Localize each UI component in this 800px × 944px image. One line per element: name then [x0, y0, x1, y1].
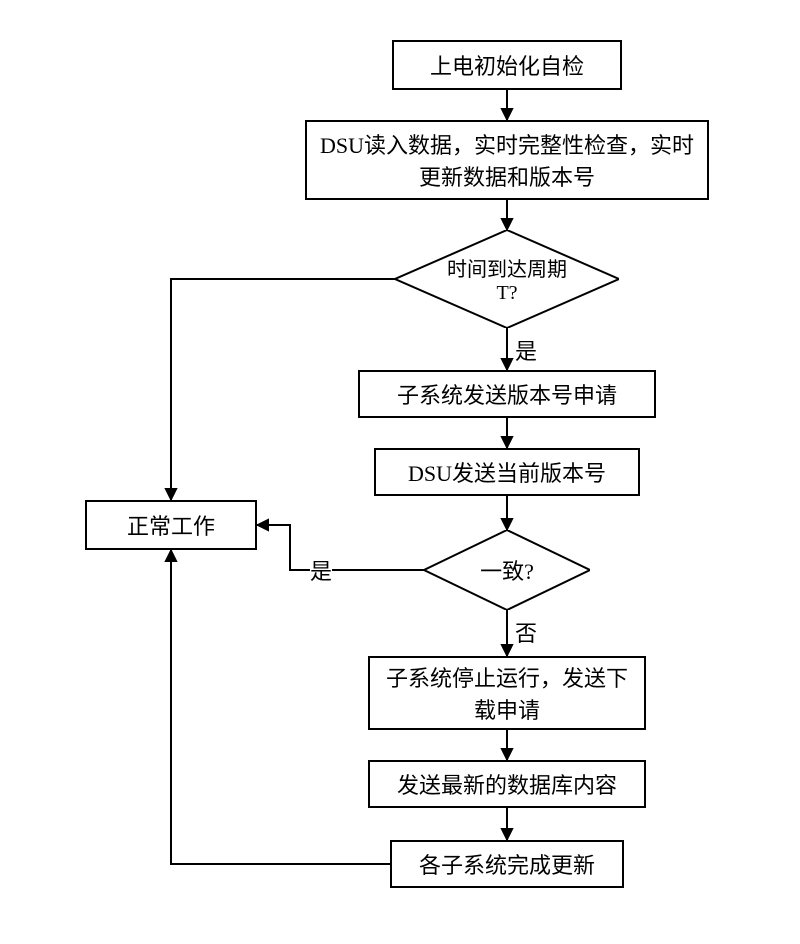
node-consistent-check: 一致? [424, 530, 590, 610]
node-subsystems-updated: 各子系统完成更新 [390, 840, 624, 888]
node-dsu-read: DSU读入数据，实时完整性检查，实时更新数据和版本号 [305, 120, 709, 200]
node-text: DSU发送当前版本号 [408, 456, 606, 488]
node-subsystem-request-version: 子系统发送版本号申请 [358, 370, 656, 418]
edge-label-no: 否 [515, 616, 537, 648]
node-text: 上电初始化自检 [430, 49, 584, 81]
node-text: 子系统停止运行，发送下载申请 [378, 661, 636, 725]
node-text: DSU读入数据，实时完整性检查，实时更新数据和版本号 [315, 128, 699, 192]
node-text: 各子系统完成更新 [419, 848, 595, 880]
node-normal-work: 正常工作 [85, 500, 257, 550]
node-text: 一致? [480, 554, 534, 586]
edge-label-yes-1: 是 [515, 334, 537, 366]
edge-label-yes-2: 是 [310, 554, 332, 586]
node-subsystem-stop: 子系统停止运行，发送下载申请 [368, 656, 646, 730]
node-period-check: 时间到达周期T? [395, 230, 619, 328]
node-send-latest-db: 发送最新的数据库内容 [368, 760, 646, 808]
node-init-selfcheck: 上电初始化自检 [392, 40, 622, 90]
node-text: 子系统发送版本号申请 [397, 378, 617, 410]
node-text: 时间到达周期T? [437, 253, 577, 305]
node-text: 正常工作 [127, 509, 215, 541]
node-dsu-send-version: DSU发送当前版本号 [374, 448, 640, 496]
node-text: 发送最新的数据库内容 [397, 768, 617, 800]
